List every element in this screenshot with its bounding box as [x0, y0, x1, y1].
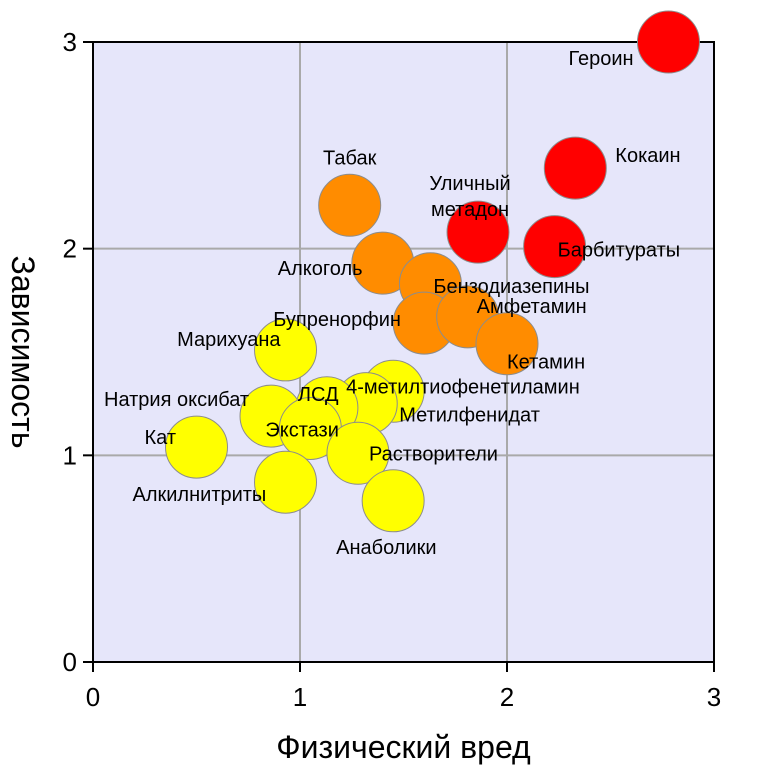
point-label: Бензодиазепины — [433, 276, 589, 298]
y-tick-label: 0 — [63, 647, 77, 677]
point-marker — [361, 469, 425, 533]
x-tick-label: 3 — [707, 682, 721, 712]
point-marker — [165, 415, 228, 479]
y-axis-title: Зависимость — [5, 256, 41, 449]
point-marker — [326, 421, 390, 485]
y-tick-label: 2 — [63, 234, 77, 264]
point-label: Марихуана — [177, 329, 281, 351]
point-label: Бупренорфин — [273, 309, 401, 331]
point-label: Уличный метадон — [429, 173, 510, 221]
point-label: 4-метилтиофенетиламин — [346, 376, 580, 398]
plot-frame — [92, 41, 715, 663]
point-label: ЛСД — [298, 384, 339, 406]
point-label: Кат — [145, 427, 177, 449]
point-marker — [254, 450, 318, 514]
point-label: Анаболики — [336, 537, 436, 559]
point-label: Амфетамин — [477, 296, 587, 318]
point-label: Алкилнитриты — [133, 484, 267, 506]
y-tick-label: 1 — [63, 440, 77, 470]
point-labels: Героин Кокаин Барбитураты Уличный метадон Таб… — [104, 48, 681, 559]
point-marker — [254, 318, 318, 382]
y-tick-label: 3 — [63, 27, 77, 57]
x-axis-title: Физический вред — [276, 729, 531, 765]
point-marker — [318, 173, 382, 237]
point-marker — [446, 200, 510, 264]
x-tick-label: 0 — [86, 682, 100, 712]
point-label: Табак — [323, 147, 377, 169]
point-label: Алкоголь — [278, 258, 363, 280]
plot-area — [93, 42, 714, 662]
data-points — [165, 10, 700, 533]
point-label: Кетамин — [507, 352, 585, 374]
tick-labels: 0 1 2 3 0 1 2 3 — [63, 27, 722, 712]
x-tick-label: 2 — [500, 682, 514, 712]
point-marker — [543, 136, 607, 200]
point-label: Растворители — [369, 443, 498, 465]
axes — [83, 41, 715, 672]
point-marker — [523, 215, 587, 279]
point-label: Героин — [568, 48, 633, 70]
point-marker — [636, 10, 700, 74]
point-label: Кокаин — [615, 145, 680, 167]
point-label: Барбитураты — [558, 240, 681, 262]
x-tick-label: 1 — [293, 682, 307, 712]
point-label: Экстази — [265, 419, 339, 441]
point-marker — [475, 312, 539, 376]
point-label: Натрия оксибат — [104, 389, 249, 411]
point-label: Метилфенидат — [399, 405, 540, 427]
